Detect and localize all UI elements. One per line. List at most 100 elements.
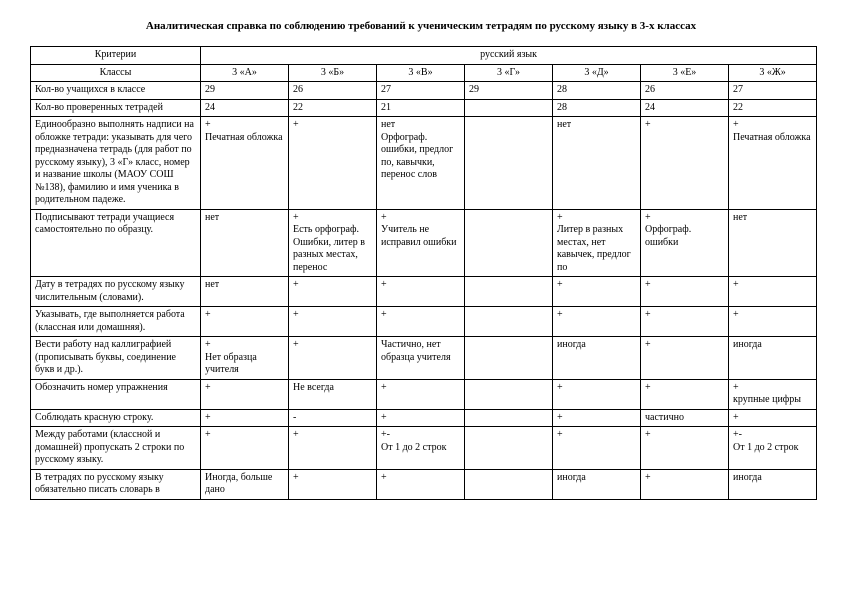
value-cell: +Литер в разных местах, нет кавычек, пре… xyxy=(553,209,641,277)
value-cell: нет xyxy=(729,209,817,277)
table-row: Вести работу над каллиграфией (прописыва… xyxy=(31,337,817,380)
table-row: Единообразно выполнять надписи на обложк… xyxy=(31,117,817,210)
value-cell: + xyxy=(201,427,289,470)
value-cell: + xyxy=(641,379,729,409)
col-d: 3 «Д» xyxy=(553,64,641,82)
value-cell: Иногда, больше дано xyxy=(201,469,289,499)
value-cell xyxy=(465,379,553,409)
value-cell xyxy=(465,117,553,210)
value-cell: иногда xyxy=(729,337,817,380)
value-cell xyxy=(465,209,553,277)
value-cell: - xyxy=(289,409,377,427)
criteria-cell: Указывать, где выполняется работа (класс… xyxy=(31,307,201,337)
value-cell: 22 xyxy=(729,99,817,117)
value-cell xyxy=(465,337,553,380)
table-row: Дату в тетрадях по русскому языку числит… xyxy=(31,277,817,307)
value-cell: + xyxy=(729,307,817,337)
criteria-cell: Дату в тетрадях по русскому языку числит… xyxy=(31,277,201,307)
value-cell: нетОрфограф. ошибки, предлог по, кавычки… xyxy=(377,117,465,210)
value-cell xyxy=(465,469,553,499)
header-criteria: Критерии xyxy=(31,47,201,65)
value-cell: 22 xyxy=(289,99,377,117)
value-cell: 27 xyxy=(377,82,465,100)
value-cell: + xyxy=(201,409,289,427)
criteria-table: Критерии русский язык Классы 3 «А» 3 «Б»… xyxy=(30,46,817,500)
value-cell: + xyxy=(553,277,641,307)
value-cell: + xyxy=(641,117,729,210)
value-cell: Не всегда xyxy=(289,379,377,409)
value-cell: + xyxy=(289,277,377,307)
value-cell: Частично, нет образца учителя xyxy=(377,337,465,380)
table-row: Кол-во учащихся в классе29262729282627 xyxy=(31,82,817,100)
value-cell: иногда xyxy=(553,337,641,380)
value-cell: + xyxy=(553,307,641,337)
table-row: Кол-во проверенных тетрадей242221282422 xyxy=(31,99,817,117)
page-title: Аналитическая справка по соблюдению треб… xyxy=(30,20,812,32)
value-cell: + xyxy=(289,469,377,499)
value-cell: 29 xyxy=(201,82,289,100)
value-cell: 24 xyxy=(201,99,289,117)
value-cell: иногда xyxy=(553,469,641,499)
table-row: Указывать, где выполняется работа (класс… xyxy=(31,307,817,337)
value-cell: 21 xyxy=(377,99,465,117)
value-cell: + xyxy=(641,469,729,499)
value-cell: +Орфограф. ошибки xyxy=(641,209,729,277)
table-row: Соблюдать красную строку.+-++частично+ xyxy=(31,409,817,427)
col-a: 3 «А» xyxy=(201,64,289,82)
value-cell: + xyxy=(641,277,729,307)
value-cell: 29 xyxy=(465,82,553,100)
value-cell: 26 xyxy=(289,82,377,100)
table-row: Обозначить номер упражнения+Не всегда+++… xyxy=(31,379,817,409)
value-cell: + xyxy=(729,277,817,307)
value-cell: +крупные цифры xyxy=(729,379,817,409)
value-cell: нет xyxy=(201,277,289,307)
value-cell: +Учитель не исправил ошибки xyxy=(377,209,465,277)
value-cell xyxy=(465,99,553,117)
value-cell: 26 xyxy=(641,82,729,100)
value-cell: + xyxy=(729,409,817,427)
value-cell: 27 xyxy=(729,82,817,100)
value-cell xyxy=(465,277,553,307)
value-cell: 28 xyxy=(553,82,641,100)
criteria-cell: Вести работу над каллиграфией (прописыва… xyxy=(31,337,201,380)
criteria-cell: Кол-во учащихся в классе xyxy=(31,82,201,100)
header-row-1: Критерии русский язык xyxy=(31,47,817,65)
value-cell: 24 xyxy=(641,99,729,117)
value-cell: + xyxy=(553,427,641,470)
value-cell: +-От 1 до 2 строк xyxy=(729,427,817,470)
value-cell: + xyxy=(377,469,465,499)
value-cell: нет xyxy=(553,117,641,210)
value-cell: частично xyxy=(641,409,729,427)
value-cell: + xyxy=(289,307,377,337)
criteria-cell: Между работами (классной и домашней) про… xyxy=(31,427,201,470)
value-cell: + xyxy=(201,307,289,337)
criteria-cell: В тетрадях по русскому языку обязательно… xyxy=(31,469,201,499)
value-cell: + xyxy=(641,427,729,470)
value-cell: + xyxy=(641,337,729,380)
value-cell: + xyxy=(289,117,377,210)
criteria-cell: Подписывают тетради учащиеся самостоятел… xyxy=(31,209,201,277)
value-cell: + xyxy=(377,307,465,337)
table-row: В тетрадях по русскому языку обязательно… xyxy=(31,469,817,499)
value-cell xyxy=(465,307,553,337)
header-subject: русский язык xyxy=(201,47,817,65)
value-cell: +Печатная обложка xyxy=(729,117,817,210)
value-cell: + xyxy=(553,379,641,409)
value-cell: + xyxy=(553,409,641,427)
criteria-cell: Соблюдать красную строку. xyxy=(31,409,201,427)
value-cell: + xyxy=(289,427,377,470)
value-cell: нет xyxy=(201,209,289,277)
table-row: Между работами (классной и домашней) про… xyxy=(31,427,817,470)
header-row-2: Классы 3 «А» 3 «Б» 3 «В» 3 «Г» 3 «Д» 3 «… xyxy=(31,64,817,82)
criteria-cell: Единообразно выполнять надписи на обложк… xyxy=(31,117,201,210)
header-classes: Классы xyxy=(31,64,201,82)
value-cell: + xyxy=(641,307,729,337)
value-cell: +Печатная обложка xyxy=(201,117,289,210)
value-cell xyxy=(465,409,553,427)
value-cell: +-От 1 до 2 строк xyxy=(377,427,465,470)
col-zh: 3 «Ж» xyxy=(729,64,817,82)
criteria-cell: Обозначить номер упражнения xyxy=(31,379,201,409)
value-cell: + xyxy=(289,337,377,380)
value-cell: иногда xyxy=(729,469,817,499)
col-b: 3 «Б» xyxy=(289,64,377,82)
